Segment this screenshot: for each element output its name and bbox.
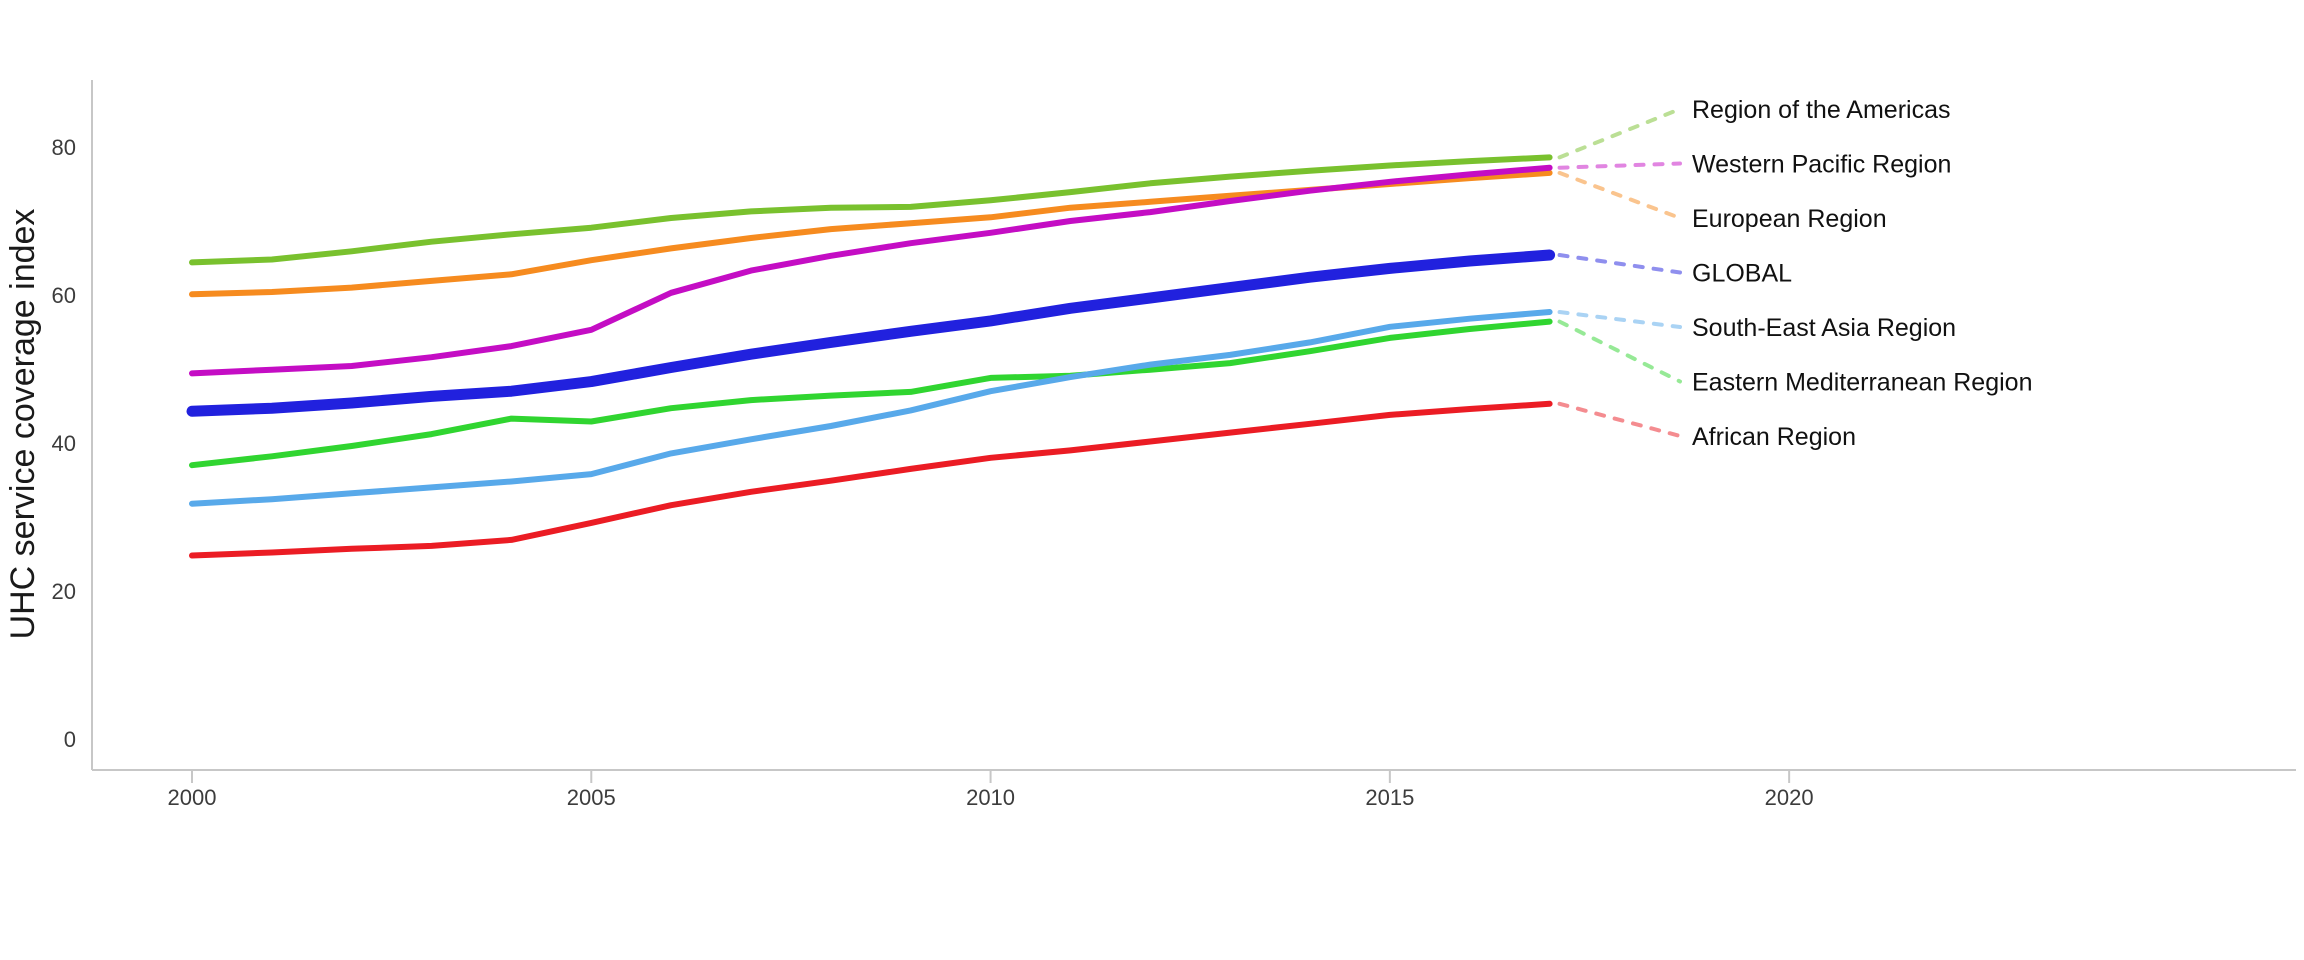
series-line-south-east-asia-region <box>189 309 1553 507</box>
y-tick-label-80: 80 <box>52 135 76 160</box>
axes-layer: 2000 2005 2010 2015 2020 0 20 40 60 80 <box>52 80 2296 810</box>
leader-line-western-pacific-region <box>1557 161 1682 170</box>
leader-line-south-east-asia-region <box>1557 310 1682 329</box>
series-label-european-region: European Region <box>1692 205 1887 233</box>
series-line-region-of-the-americas <box>189 154 1553 266</box>
y-tick-label-0: 0 <box>64 727 76 752</box>
series-line-western-pacific-region <box>189 164 1553 377</box>
series-line-eastern-mediterranean-region <box>189 318 1553 469</box>
series-line-african-region <box>189 400 1553 559</box>
series-label-global: GLOBAL <box>1692 260 1792 288</box>
x-tick-label-2020: 2020 <box>1765 785 1814 810</box>
leader-line-eastern-mediterranean-region <box>1557 319 1682 384</box>
x-tick-label-2000: 2000 <box>168 785 217 810</box>
leader-line-african-region <box>1557 401 1682 438</box>
series-label-african-region: African Region <box>1692 423 1856 451</box>
series-label-south-east-asia-region: South-East Asia Region <box>1692 314 1956 342</box>
x-tick-label-2005: 2005 <box>567 785 616 810</box>
series-label-eastern-mediterranean-region: Eastern Mediterranean Region <box>1692 369 2032 397</box>
leader-line-global <box>1557 253 1682 275</box>
x-tick-label-2015: 2015 <box>1365 785 1414 810</box>
y-tick-label-20: 20 <box>52 579 76 604</box>
series-line-global <box>186 249 1556 417</box>
y-tick-label-60: 60 <box>52 283 76 308</box>
x-tick-label-2010: 2010 <box>966 785 1015 810</box>
series-labels-layer: Region of the Americas Western Pacific Re… <box>1692 96 2032 451</box>
series-lines-layer <box>186 154 1556 559</box>
leader-lines-layer <box>1557 107 1682 438</box>
series-label-western-pacific-region: Western Pacific Region <box>1692 151 1951 179</box>
leader-line-european-region <box>1557 170 1682 220</box>
series-label-region-of-the-americas: Region of the Americas <box>1692 96 1950 124</box>
y-tick-label-40: 40 <box>52 431 76 456</box>
y-axis-title: UHC service coverage index <box>4 209 42 640</box>
leader-line-region-of-the-americas <box>1557 107 1682 160</box>
